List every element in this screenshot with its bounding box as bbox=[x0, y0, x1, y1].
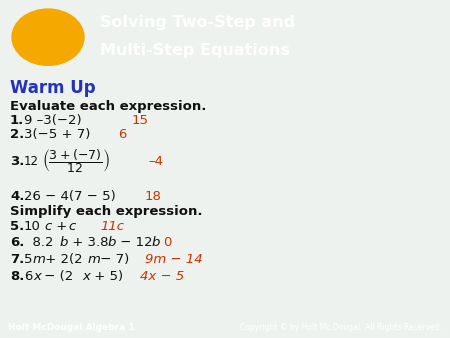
Text: Evaluate each expression.: Evaluate each expression. bbox=[10, 100, 207, 113]
Text: 5: 5 bbox=[24, 252, 32, 266]
Text: x: x bbox=[82, 270, 90, 283]
Text: Solving Two-Step and: Solving Two-Step and bbox=[100, 15, 295, 30]
Text: 12: 12 bbox=[24, 155, 39, 168]
Text: 8.: 8. bbox=[10, 270, 24, 283]
Text: –4: –4 bbox=[148, 155, 163, 168]
Text: 5.: 5. bbox=[10, 220, 24, 233]
Text: 2.: 2. bbox=[10, 128, 24, 141]
Text: 18: 18 bbox=[145, 190, 162, 203]
Text: 6.: 6. bbox=[10, 236, 24, 249]
Text: +: + bbox=[52, 220, 72, 233]
Text: m: m bbox=[33, 252, 46, 266]
Text: 11c: 11c bbox=[100, 220, 124, 233]
Text: 6: 6 bbox=[24, 270, 32, 283]
Text: b: b bbox=[60, 236, 68, 249]
Text: + 2(2: + 2(2 bbox=[41, 252, 83, 266]
Text: 8.2: 8.2 bbox=[24, 236, 54, 249]
Text: − (2: − (2 bbox=[40, 270, 73, 283]
Ellipse shape bbox=[12, 9, 84, 65]
Text: 3(−5 + 7): 3(−5 + 7) bbox=[24, 128, 90, 141]
Text: 15: 15 bbox=[132, 114, 149, 127]
Text: 10: 10 bbox=[24, 220, 41, 233]
Text: − 12: − 12 bbox=[116, 236, 153, 249]
Text: 0: 0 bbox=[163, 236, 171, 249]
Text: 9 –3(−2): 9 –3(−2) bbox=[24, 114, 81, 127]
Text: 4x − 5: 4x − 5 bbox=[140, 270, 184, 283]
Text: 1.: 1. bbox=[10, 114, 24, 127]
Text: 7.: 7. bbox=[10, 252, 24, 266]
Text: 4.: 4. bbox=[10, 190, 24, 203]
Text: Holt McDougal Algebra 1: Holt McDougal Algebra 1 bbox=[8, 322, 135, 332]
Text: 3.: 3. bbox=[10, 155, 24, 168]
Text: Copyright © by Holt Mc Dougal. All Rights Reserved.: Copyright © by Holt Mc Dougal. All Right… bbox=[240, 322, 442, 332]
Text: b: b bbox=[152, 236, 160, 249]
Text: Warm Up: Warm Up bbox=[10, 79, 95, 97]
Text: 26 − 4(7 − 5): 26 − 4(7 − 5) bbox=[24, 190, 116, 203]
Text: b: b bbox=[108, 236, 117, 249]
Text: m: m bbox=[88, 252, 101, 266]
Text: + 5): + 5) bbox=[90, 270, 123, 283]
Text: Simplify each expression.: Simplify each expression. bbox=[10, 205, 202, 218]
Text: − 7): − 7) bbox=[96, 252, 129, 266]
Text: c: c bbox=[44, 220, 51, 233]
Text: + 3.8: + 3.8 bbox=[68, 236, 108, 249]
Text: c: c bbox=[68, 220, 75, 233]
Text: 6: 6 bbox=[118, 128, 126, 141]
Text: Multi-Step Equations: Multi-Step Equations bbox=[100, 43, 290, 58]
Text: 9m − 14: 9m − 14 bbox=[145, 252, 202, 266]
Text: x: x bbox=[33, 270, 41, 283]
Text: $\left(\dfrac{3+(-7)}{12}\right)$: $\left(\dfrac{3+(-7)}{12}\right)$ bbox=[42, 147, 110, 175]
